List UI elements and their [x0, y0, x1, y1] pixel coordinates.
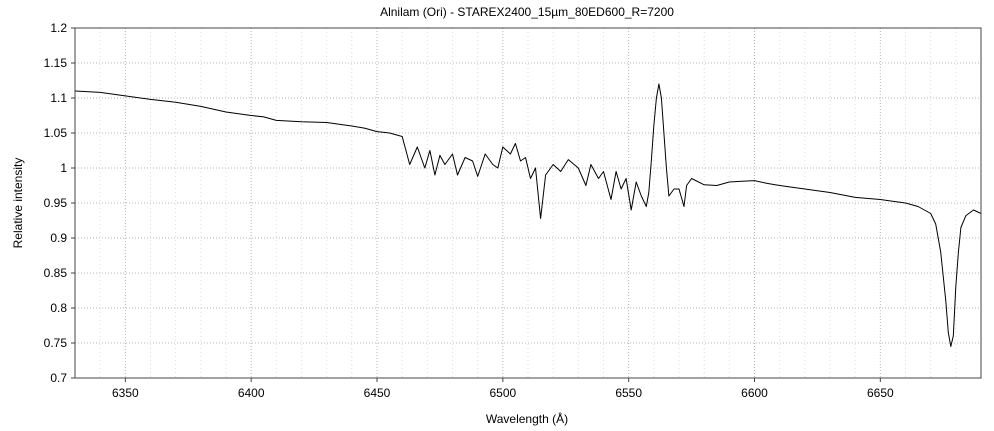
y-tick-label: 1.2 — [50, 21, 67, 35]
x-tick-label: 6450 — [364, 386, 391, 400]
x-tick-label: 6500 — [489, 386, 516, 400]
plot-frame — [74, 27, 982, 379]
y-axis-label: Relative intensity — [11, 158, 25, 249]
spectrum-line — [74, 83, 982, 347]
x-tick-label: 6400 — [238, 386, 265, 400]
x-tick-label: 6350 — [112, 386, 139, 400]
x-tick-label: 6600 — [741, 386, 768, 400]
x-tick-label: 6650 — [867, 386, 894, 400]
y-tick-label: 0.9 — [50, 231, 67, 245]
y-tick-label: 0.95 — [44, 196, 68, 210]
y-tick-label: 0.7 — [50, 371, 67, 385]
axis-ticks: 0.7 0.75 0.8 0.85 0.9 0.95 1 1.05 1.1 1.15 1.2 6350… — [44, 21, 894, 400]
chart-title: Alnilam (Ori) - STAREX2400_15µm_80ED600_… — [380, 5, 674, 19]
y-tick-label: 1 — [60, 161, 67, 175]
y-tick-label: 0.75 — [44, 336, 68, 350]
x-axis-label: Wavelength (Å) — [486, 411, 568, 426]
y-tick-label: 0.8 — [50, 301, 67, 315]
x-tick-label: 6550 — [615, 386, 642, 400]
y-tick-label: 1.1 — [50, 91, 67, 105]
y-tick-label: 1.05 — [44, 126, 68, 140]
y-tick-label: 0.85 — [44, 266, 68, 280]
y-tick-label: 1.15 — [44, 56, 68, 70]
